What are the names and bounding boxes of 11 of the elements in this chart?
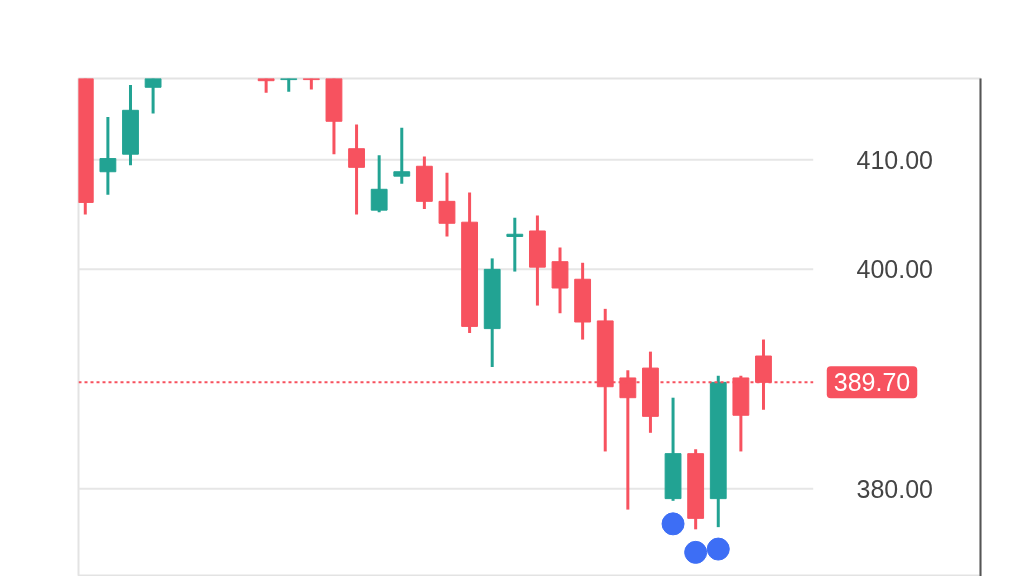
candlestick	[348, 124, 365, 215]
candlestick	[144, 78, 162, 114]
candlestick	[393, 126, 411, 184]
y-tick-label: 400.00	[856, 255, 933, 284]
ref-line-label: 389.70	[833, 368, 911, 397]
candlestick	[370, 155, 388, 213]
candlestick	[506, 216, 524, 272]
y-tick-label: 410.00	[856, 145, 933, 174]
y-tick-label: 380.00	[856, 474, 933, 503]
candlestick	[99, 116, 117, 195]
candlestick	[438, 171, 456, 237]
